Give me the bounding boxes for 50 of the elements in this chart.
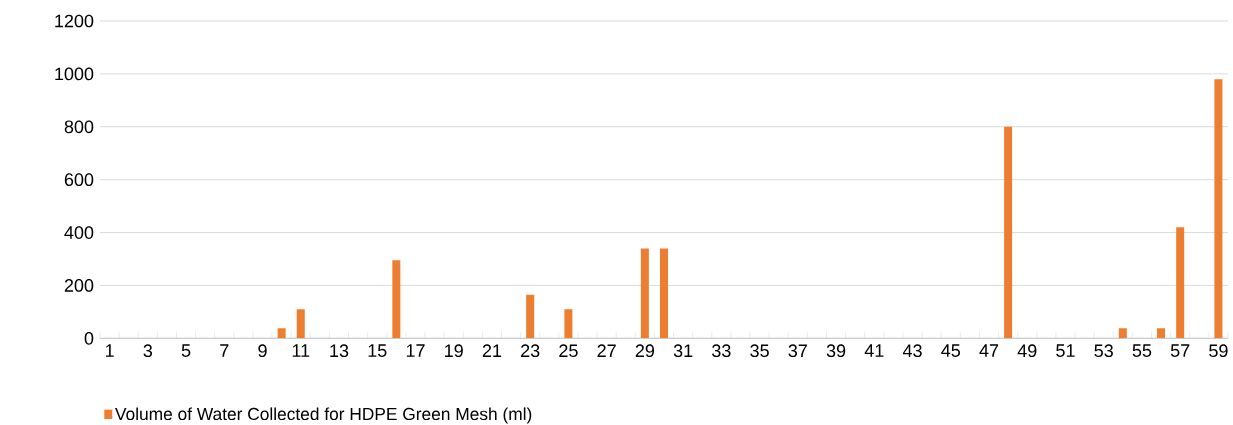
x-tick-label: 57 [1170,344,1190,357]
x-tick-label: 19 [445,344,463,358]
y-tick-label: 600 [64,173,94,187]
x-tick-label: 41 [864,344,884,357]
x-tick-label: 43 [902,344,922,358]
x-tick-label: 47 [979,344,999,357]
bar [1157,328,1166,339]
x-tick-label: 25 [559,344,578,358]
legend-label: Volume of Water Collected for HDPE Green Mesh (ml) [115,407,532,424]
x-tick-label: 51 [1056,344,1075,357]
x-tick-label: 49 [1017,344,1037,358]
x-tick-label: 7 [220,344,229,357]
x-tick-label: 21 [482,344,502,357]
x-tick-label: 17 [406,344,425,357]
bar [1004,126,1013,339]
bar [1118,328,1127,339]
x-tick-label: 37 [788,344,807,358]
x-tick-label: 35 [750,344,769,358]
x-tick-label: 13 [330,344,349,358]
y-tick-label: 400 [64,226,94,239]
x-tick-label: 23 [521,344,540,358]
x-tick-label: 59 [1209,344,1228,358]
y-tick-label: 0 [84,331,94,345]
x-tick-label: 27 [597,344,616,357]
y-tick-label: 1000 [55,67,94,81]
y-tick-label: 800 [64,120,94,134]
x-tick-label: 15 [368,344,387,357]
x-tick-label: 9 [258,344,267,358]
x-tick-label: 3 [143,344,153,358]
x-tick-label: 5 [181,344,191,357]
bar [296,309,305,339]
bar [564,309,573,339]
y-tick-label: 200 [64,279,94,292]
x-tick-label: 31 [673,344,693,358]
x-tick-label: 39 [826,344,846,358]
bar [277,328,286,339]
bar [1214,79,1223,339]
x-tick-label: 11 [292,344,310,357]
bar [1176,227,1185,339]
bar [640,248,649,339]
x-tick-label: 33 [712,344,731,358]
bar [526,294,535,339]
bar [660,248,668,339]
x-tick-label: 1 [105,344,114,357]
x-tick-label: 45 [941,344,961,357]
x-tick-label: 53 [1094,344,1113,358]
bar [392,260,401,339]
x-tick-label: 55 [1132,344,1152,357]
y-tick-label: 1200 [55,14,94,28]
x-tick-label: 29 [635,344,655,358]
